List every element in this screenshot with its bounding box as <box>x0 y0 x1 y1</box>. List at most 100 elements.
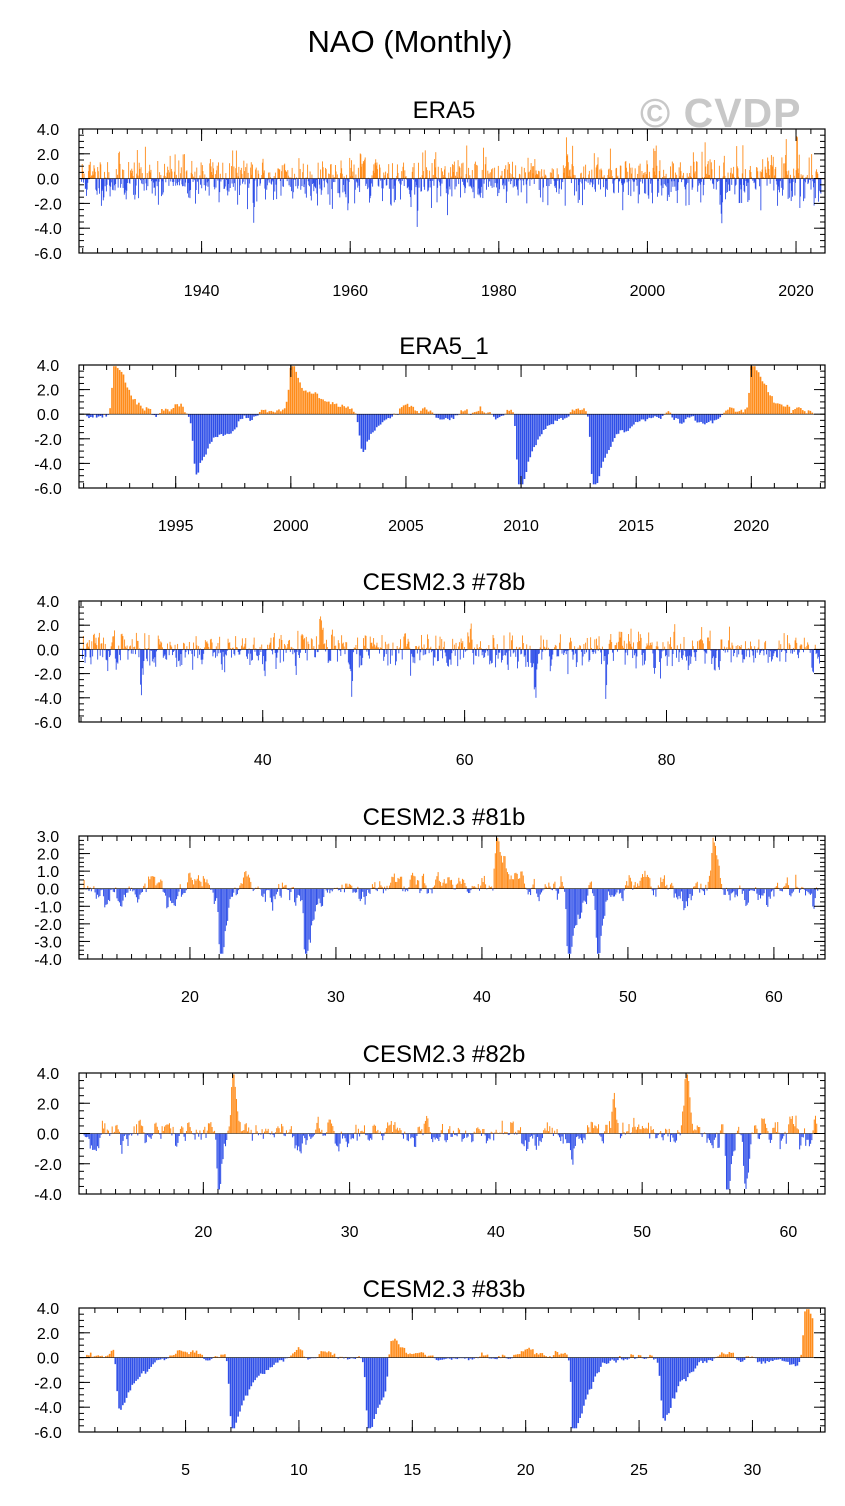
bar-negative <box>649 1133 651 1139</box>
bar-positive <box>808 644 809 650</box>
bar-negative <box>269 1357 272 1368</box>
bar-negative <box>454 1133 456 1136</box>
bar-negative <box>176 178 178 184</box>
bar-negative <box>162 888 164 892</box>
bar-positive <box>310 393 313 415</box>
bar-positive <box>545 1130 547 1134</box>
bar-positive <box>204 647 205 650</box>
bar-negative <box>145 1133 147 1143</box>
bar-positive <box>139 405 142 415</box>
bar-negative <box>241 1357 243 1406</box>
bar-positive <box>236 172 238 179</box>
bar-negative <box>154 649 156 658</box>
bar-negative <box>628 1357 631 1359</box>
bar-positive <box>503 635 505 650</box>
bar-positive <box>304 638 306 650</box>
bar-negative <box>223 1133 225 1144</box>
bar-negative <box>517 414 520 485</box>
bar-negative <box>470 888 472 891</box>
bar-positive <box>362 161 364 179</box>
bar-negative <box>129 1357 132 1391</box>
bar-negative <box>188 178 190 198</box>
bar-positive <box>421 175 423 179</box>
bar-negative <box>692 1357 695 1372</box>
bar-negative <box>264 888 266 902</box>
x-tick-label: 50 <box>633 1224 651 1241</box>
bar-positive <box>320 1351 323 1358</box>
bar-positive <box>379 881 381 889</box>
bar-positive <box>509 164 510 179</box>
bar-positive <box>100 164 102 179</box>
bar-positive <box>246 163 248 179</box>
bar-negative <box>574 178 575 196</box>
bar-positive <box>300 635 302 650</box>
bar-negative <box>575 649 576 654</box>
bar-negative <box>729 178 731 191</box>
bar-negative <box>733 1133 735 1152</box>
bar-negative <box>608 414 610 451</box>
bar-positive <box>357 1128 359 1134</box>
chart-title: CESM2.3 #78b <box>363 569 526 596</box>
bar-positive <box>374 647 376 650</box>
bar-positive <box>278 1128 280 1134</box>
bar-negative <box>592 888 594 894</box>
bar-positive <box>522 643 524 650</box>
bar-positive <box>149 164 151 179</box>
bar-negative <box>792 1357 795 1365</box>
bar-negative <box>415 178 417 188</box>
bar-negative <box>97 414 100 417</box>
bar-negative <box>95 178 97 190</box>
bar-negative <box>253 178 255 208</box>
bar-positive <box>708 641 710 650</box>
bar-positive <box>623 640 625 650</box>
bar-negative <box>239 178 241 186</box>
bar-negative <box>439 414 441 420</box>
bar-positive <box>797 887 799 889</box>
bar-negative <box>416 178 418 227</box>
bar-negative <box>326 888 328 893</box>
bar-negative <box>524 1133 526 1141</box>
bar-negative <box>596 414 599 484</box>
bar-positive <box>249 877 251 889</box>
bar-positive <box>388 1125 390 1134</box>
bar-positive <box>757 177 759 179</box>
bar-positive <box>518 647 520 650</box>
bar-negative <box>105 414 108 417</box>
bar-positive <box>270 637 272 650</box>
watermark: © CVDP <box>640 90 802 136</box>
bar-positive <box>811 1318 814 1358</box>
bar-negative <box>792 888 794 892</box>
bar-negative <box>581 178 583 184</box>
bar-negative <box>331 178 333 209</box>
bar-negative <box>152 178 154 180</box>
bar-negative <box>447 178 449 195</box>
bar-positive <box>211 1127 213 1134</box>
bar-positive <box>104 171 105 179</box>
bar-positive <box>247 874 249 889</box>
bar-negative <box>117 888 119 901</box>
bar-negative <box>305 1133 307 1145</box>
bar-positive <box>738 176 740 179</box>
bar-negative <box>740 1133 742 1136</box>
bar-negative <box>284 1357 287 1359</box>
bar-positive <box>417 647 419 650</box>
bar-positive <box>230 648 232 650</box>
bar-positive <box>574 175 576 179</box>
bar-negative <box>154 178 156 196</box>
bar-positive <box>548 882 550 889</box>
y-tick-label: 0.0 <box>37 407 59 424</box>
bar-positive <box>200 162 202 179</box>
bar-negative <box>362 649 364 658</box>
bar-negative <box>385 178 387 186</box>
bar-positive <box>213 168 214 179</box>
bar-positive <box>475 411 478 415</box>
bar-negative <box>293 1133 295 1137</box>
bar-positive <box>86 1354 88 1358</box>
bar-negative <box>646 414 649 420</box>
bar-negative <box>218 1133 220 1190</box>
bar-negative <box>803 178 805 202</box>
bar-positive <box>499 177 501 179</box>
bar-positive <box>450 176 452 179</box>
bar-negative <box>326 178 328 183</box>
bar-negative <box>650 178 652 184</box>
